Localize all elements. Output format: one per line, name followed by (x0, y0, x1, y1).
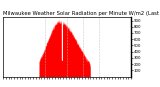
Text: Milwaukee Weather Solar Radiation per Minute W/m2 (Last 24 Hours): Milwaukee Weather Solar Radiation per Mi… (3, 11, 160, 16)
